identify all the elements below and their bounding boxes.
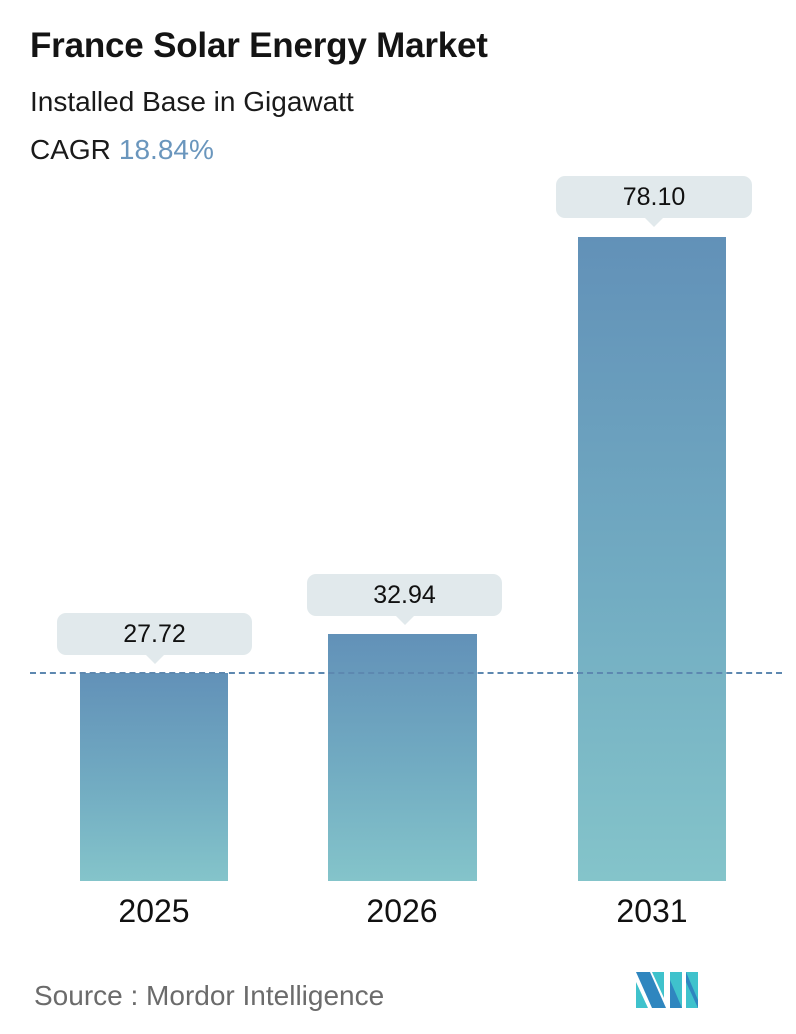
cagr-value: 18.84% <box>118 134 214 165</box>
value-label-2031: 78.10 <box>556 176 752 227</box>
reference-line <box>30 672 782 674</box>
source-text: Source : Mordor Intelligence <box>34 980 385 1011</box>
bar-2026 <box>328 634 477 881</box>
value-label-2026: 32.94 <box>307 574 502 625</box>
chart-subtitle: Installed Base in Gigawatt <box>30 86 354 117</box>
cagr-label: CAGR <box>30 134 111 165</box>
bar-2031 <box>578 237 726 881</box>
x-label-2026: 2026 <box>366 893 438 929</box>
chart-title: France Solar Energy Market <box>30 26 488 65</box>
bar-2025 <box>80 673 228 881</box>
cagr-line: CAGR 18.84% <box>30 134 214 166</box>
x-label-2031: 2031 <box>616 893 688 929</box>
value-label-2025: 27.72 <box>57 613 252 664</box>
mordor-intelligence-logo-icon <box>636 972 698 1008</box>
x-label-2025: 2025 <box>118 893 190 929</box>
